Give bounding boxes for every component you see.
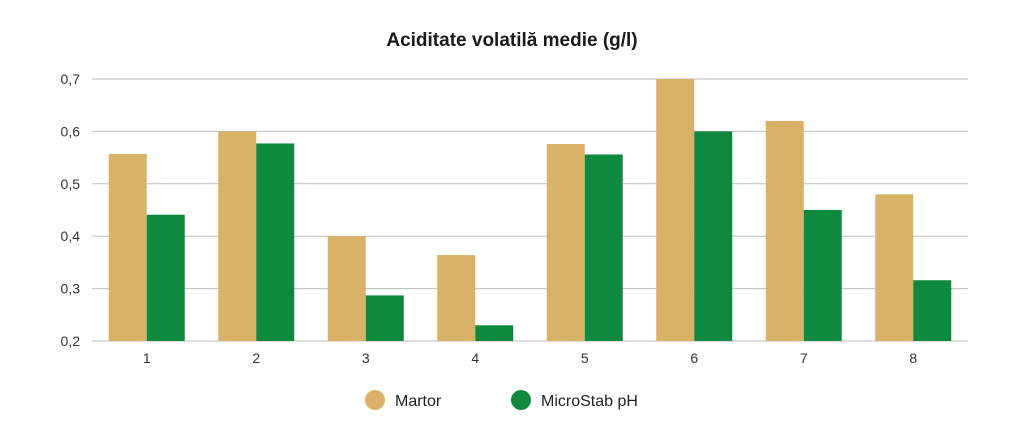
y-tick-label: 0,6 bbox=[61, 123, 81, 139]
bar-microstab-4 bbox=[475, 325, 514, 341]
x-tick-label: 3 bbox=[362, 350, 370, 366]
y-tick-label: 0,2 bbox=[61, 333, 81, 349]
x-tick-label: 5 bbox=[581, 350, 589, 366]
x-tick-label: 4 bbox=[471, 350, 479, 366]
bar-martor-5 bbox=[546, 143, 585, 341]
bar-microstab-3 bbox=[365, 295, 404, 341]
legend-label: MicroStab pH bbox=[541, 393, 638, 410]
x-axis-ticks: 1 2 3 4 5 6 7 8 bbox=[143, 350, 918, 366]
bar-microstab-1 bbox=[146, 214, 185, 341]
bar-martor-7 bbox=[765, 120, 804, 341]
x-tick-label: 1 bbox=[143, 350, 151, 366]
x-tick-label: 8 bbox=[909, 350, 917, 366]
bar-martor-8 bbox=[875, 194, 914, 341]
legend: Martor MicroStab pH bbox=[365, 390, 638, 410]
y-tick-label: 0,5 bbox=[61, 176, 81, 192]
bar-microstab-6 bbox=[694, 131, 733, 341]
y-tick-label: 0,3 bbox=[61, 281, 81, 297]
bar-microstab-7 bbox=[803, 210, 842, 341]
bars bbox=[108, 79, 952, 341]
bar-martor-1 bbox=[108, 153, 147, 341]
bar-microstab-8 bbox=[913, 280, 952, 341]
x-tick-label: 6 bbox=[690, 350, 698, 366]
bar-microstab-5 bbox=[584, 154, 623, 341]
x-tick-label: 2 bbox=[252, 350, 260, 366]
bar-martor-6 bbox=[656, 79, 695, 341]
bar-martor-4 bbox=[437, 255, 476, 341]
y-axis-ticks: 0,2 0,3 0,4 0,5 0,6 0,7 bbox=[61, 71, 81, 349]
bar-martor-3 bbox=[327, 236, 366, 341]
y-tick-label: 0,7 bbox=[61, 71, 81, 87]
legend-swatch bbox=[511, 390, 531, 410]
bar-microstab-2 bbox=[256, 143, 295, 341]
x-tick-label: 7 bbox=[800, 350, 808, 366]
y-tick-label: 0,4 bbox=[61, 228, 81, 244]
chart-title: Aciditate volatilă medie (g/l) bbox=[386, 30, 637, 51]
legend-label: Martor bbox=[395, 393, 442, 410]
legend-swatch bbox=[365, 390, 385, 410]
bar-martor-2 bbox=[218, 131, 257, 341]
